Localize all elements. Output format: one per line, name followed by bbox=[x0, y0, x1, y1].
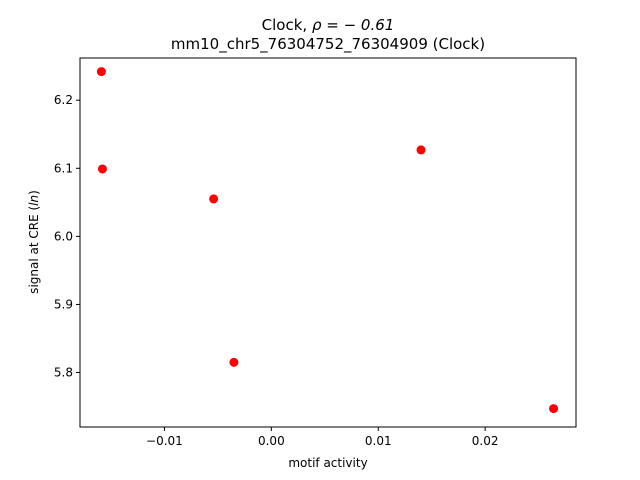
plot-frame bbox=[79, 57, 577, 428]
chart-title: Clock, ρ = − 0.61 mm10_chr5_76304752_763… bbox=[171, 16, 485, 54]
x-tick-label: 0.01 bbox=[365, 434, 392, 448]
x-axis-ticks: −0.01 0.00 0.01 0.02 bbox=[146, 427, 498, 448]
x-tick-label: 0.02 bbox=[472, 434, 499, 448]
scatter-point-4 bbox=[229, 357, 239, 367]
y-tick-label: 5.9 bbox=[54, 297, 73, 311]
y-axis-ticks: 5.8 5.9 6.0 6.1 6.2 bbox=[54, 93, 80, 380]
scatter-point-2 bbox=[97, 164, 107, 174]
scatter-point-1 bbox=[96, 67, 106, 77]
x-tick-label: −0.01 bbox=[146, 434, 183, 448]
data-points bbox=[96, 67, 559, 414]
y-axis-label: signal at CRE (ln) bbox=[27, 190, 41, 294]
title-line-2: mm10_chr5_76304752_76304909 (Clock) bbox=[171, 35, 485, 54]
y-tick-label: 5.8 bbox=[54, 366, 73, 380]
scatter-point-6 bbox=[549, 404, 559, 414]
title-line-1: Clock, ρ = − 0.61 bbox=[262, 16, 395, 34]
scatter-point-3 bbox=[209, 194, 219, 204]
title-rho: ρ = − 0.61 bbox=[312, 16, 394, 34]
x-tick-label: 0.00 bbox=[258, 434, 285, 448]
scatter-point-5 bbox=[416, 145, 426, 155]
y-tick-label: 6.2 bbox=[54, 93, 73, 107]
y-tick-label: 6.1 bbox=[54, 161, 73, 175]
x-axis-label: motif activity bbox=[288, 456, 367, 470]
y-tick-label: 6.0 bbox=[54, 229, 73, 243]
